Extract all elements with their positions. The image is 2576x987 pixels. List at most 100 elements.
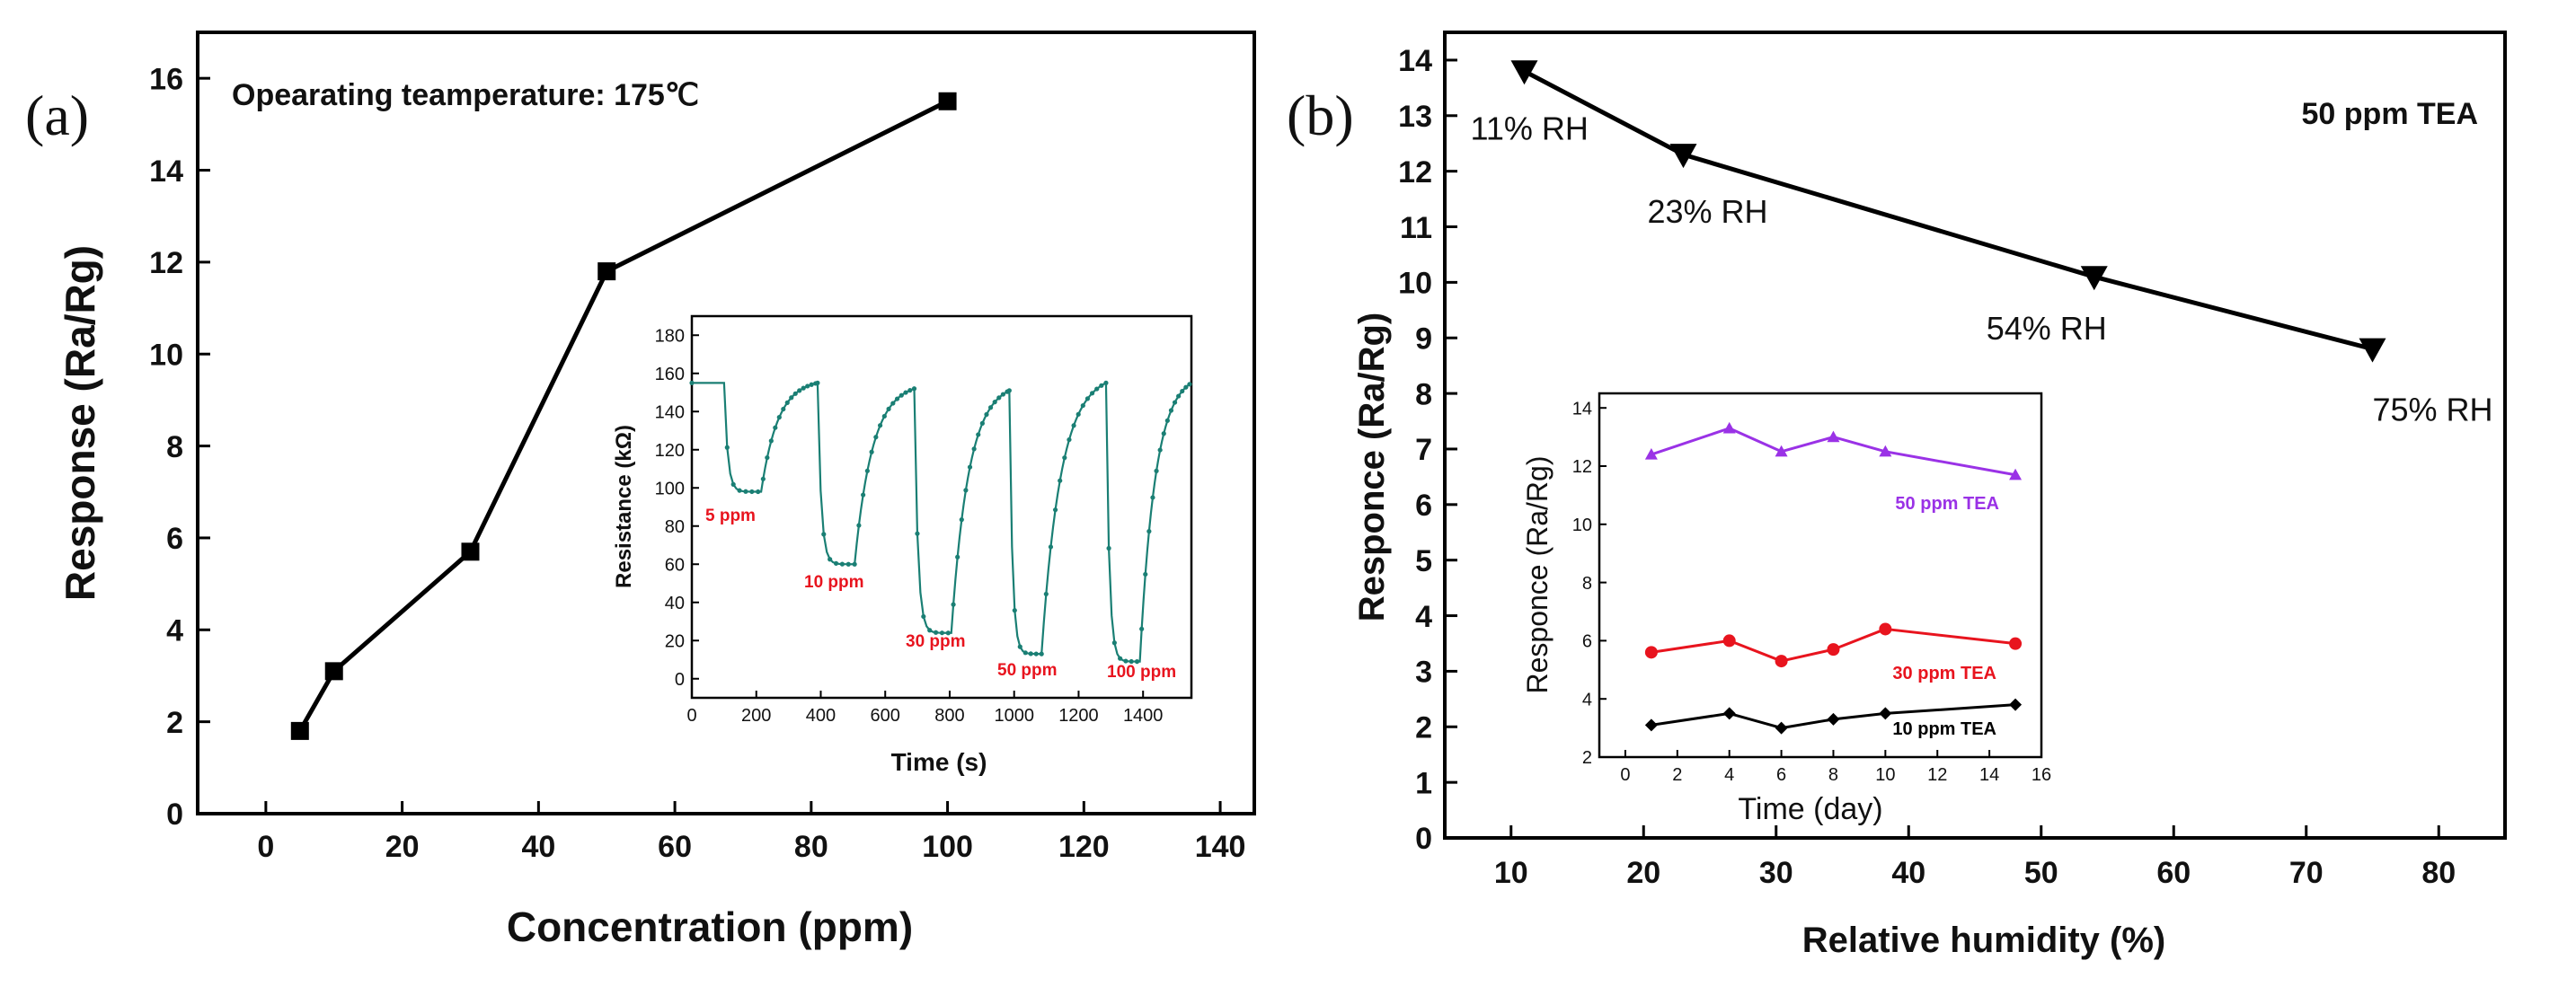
x-tick-label: 30 bbox=[1759, 856, 1793, 890]
resistance-point bbox=[1012, 608, 1017, 613]
resistance-point bbox=[1129, 658, 1134, 665]
resistance-point bbox=[976, 432, 981, 437]
y-tick-label: 4 bbox=[1582, 690, 1592, 709]
resistance-point bbox=[852, 561, 857, 567]
resistance-point bbox=[743, 489, 748, 494]
panel-a-inset-ylabel: Resistance (kΩ) bbox=[612, 425, 636, 588]
x-tick-label: 20 bbox=[385, 830, 420, 864]
x-tick-label: 200 bbox=[741, 706, 771, 726]
x-tick-label: 14 bbox=[1979, 765, 1999, 785]
resistance-point bbox=[861, 492, 866, 498]
resistance-point bbox=[768, 438, 774, 444]
resistance-point bbox=[911, 386, 917, 392]
y-tick-label: 10 bbox=[1398, 267, 1432, 301]
inset-series-1-point bbox=[2009, 468, 2023, 480]
response-series-point bbox=[598, 262, 616, 281]
resistance-point bbox=[1146, 529, 1152, 534]
inset-series-1-point bbox=[1722, 421, 1736, 434]
y-tick-label: 14 bbox=[1398, 44, 1432, 78]
x-tick-label: 80 bbox=[2421, 856, 2456, 890]
y-tick-label: 9 bbox=[1415, 322, 1432, 356]
x-tick-label: 12 bbox=[1927, 765, 1947, 785]
y-tick-label: 12 bbox=[1572, 457, 1592, 477]
y-tick-label: 6 bbox=[1582, 632, 1592, 652]
resistance-point bbox=[963, 488, 969, 493]
resistance-point bbox=[907, 388, 913, 393]
y-tick-label: 8 bbox=[166, 430, 183, 464]
y-tick-label: 14 bbox=[149, 154, 183, 189]
resistance-point bbox=[1084, 396, 1091, 401]
y-tick-label: 14 bbox=[1572, 399, 1592, 419]
humidity-series-line bbox=[1523, 69, 2374, 352]
y-tick-label: 6 bbox=[166, 522, 183, 556]
panel-a-tag: (a) bbox=[25, 84, 89, 147]
resistance-point bbox=[1172, 400, 1178, 405]
x-tick-label: 70 bbox=[2289, 856, 2324, 890]
resistance-point bbox=[1099, 383, 1104, 388]
inset-series-2-point bbox=[1722, 634, 1736, 648]
resistance-point bbox=[784, 400, 790, 405]
resistance-point bbox=[737, 488, 742, 493]
resistance-point bbox=[1150, 495, 1155, 500]
y-tick-label: 2 bbox=[1415, 711, 1432, 745]
inset-series-2-point bbox=[1827, 643, 1840, 657]
resistance-point bbox=[945, 630, 951, 636]
y-tick-label: 2 bbox=[166, 706, 183, 740]
resistance-point bbox=[886, 406, 891, 412]
resistance-point bbox=[899, 392, 904, 398]
inset-series-3-point bbox=[1775, 721, 1788, 735]
panel-b-frame bbox=[1443, 31, 2507, 840]
resistance-point bbox=[1094, 386, 1100, 392]
x-tick-label: 120 bbox=[1058, 830, 1110, 864]
x-tick-label: 6 bbox=[1776, 765, 1786, 785]
y-tick-label: 4 bbox=[166, 614, 183, 648]
y-tick-label: 0 bbox=[1415, 822, 1432, 856]
resistance-point bbox=[1071, 423, 1076, 428]
resistance-point bbox=[809, 382, 814, 387]
concentration-label: 50 ppm bbox=[997, 661, 1058, 680]
resistance-point bbox=[776, 415, 782, 420]
y-tick-label: 12 bbox=[1398, 155, 1432, 189]
y-tick-label: 140 bbox=[655, 402, 685, 422]
y-tick-label: 160 bbox=[655, 365, 685, 384]
resistance-point bbox=[781, 406, 786, 412]
x-tick-label: 60 bbox=[658, 830, 692, 864]
x-tick-label: 2 bbox=[1672, 765, 1682, 785]
resistance-point bbox=[881, 413, 887, 419]
resistance-point bbox=[939, 630, 945, 636]
y-tick-label: 60 bbox=[665, 555, 685, 575]
humidity-point-label: 11% RH bbox=[1471, 110, 1589, 146]
x-tick-label: 4 bbox=[1724, 765, 1734, 785]
resistance-point bbox=[1139, 626, 1145, 631]
resistance-point bbox=[955, 554, 960, 560]
humidity-series-point bbox=[2080, 266, 2108, 291]
resistance-point bbox=[1176, 393, 1182, 399]
resistance-point bbox=[1168, 408, 1174, 413]
inset-series-2-point bbox=[1644, 646, 1658, 659]
resistance-point bbox=[971, 446, 977, 452]
y-tick-label: 16 bbox=[149, 62, 183, 96]
inset-series-1-point bbox=[1644, 448, 1658, 460]
panel-b-inset-marks: 50 ppm TEA 30 ppm TEA 10 ppm TEA bbox=[1644, 421, 2023, 739]
inset-series-3-point bbox=[1722, 707, 1736, 720]
panel-a-inset: Time (s) Resistance (kΩ) 0 200 400 600 800 10… bbox=[612, 314, 1193, 776]
panel-b-inset-ylabel: Responce (Ra/Rg) bbox=[1521, 456, 1554, 694]
panel-b: (b) 50 ppm TEA Relative humidity (%) Res… bbox=[1287, 31, 2507, 960]
panel-b-inset: Time (day) Responce (Ra/Rg) 0 2 4 6 8 10 12 14 1… bbox=[1521, 392, 2051, 826]
y-tick-label: 180 bbox=[655, 326, 685, 346]
y-tick-label: 7 bbox=[1415, 433, 1432, 467]
resistance-point bbox=[792, 391, 798, 396]
x-tick-label: 1400 bbox=[1123, 706, 1164, 726]
humidity-point-label: 23% RH bbox=[1648, 193, 1768, 230]
x-tick-label: 16 bbox=[2032, 765, 2051, 785]
resistance-point bbox=[1052, 507, 1058, 513]
resistance-point bbox=[1111, 640, 1117, 646]
panel-b-inset-axes: 0 2 4 6 8 10 12 14 16 2 4 6 8 10 12 14 bbox=[1572, 399, 2051, 785]
resistance-point bbox=[1022, 650, 1028, 656]
resistance-point bbox=[992, 400, 997, 405]
resistance-point bbox=[1067, 436, 1072, 443]
panel-b-tag: (b) bbox=[1287, 84, 1354, 147]
inset-series-1-point bbox=[1879, 445, 1892, 457]
